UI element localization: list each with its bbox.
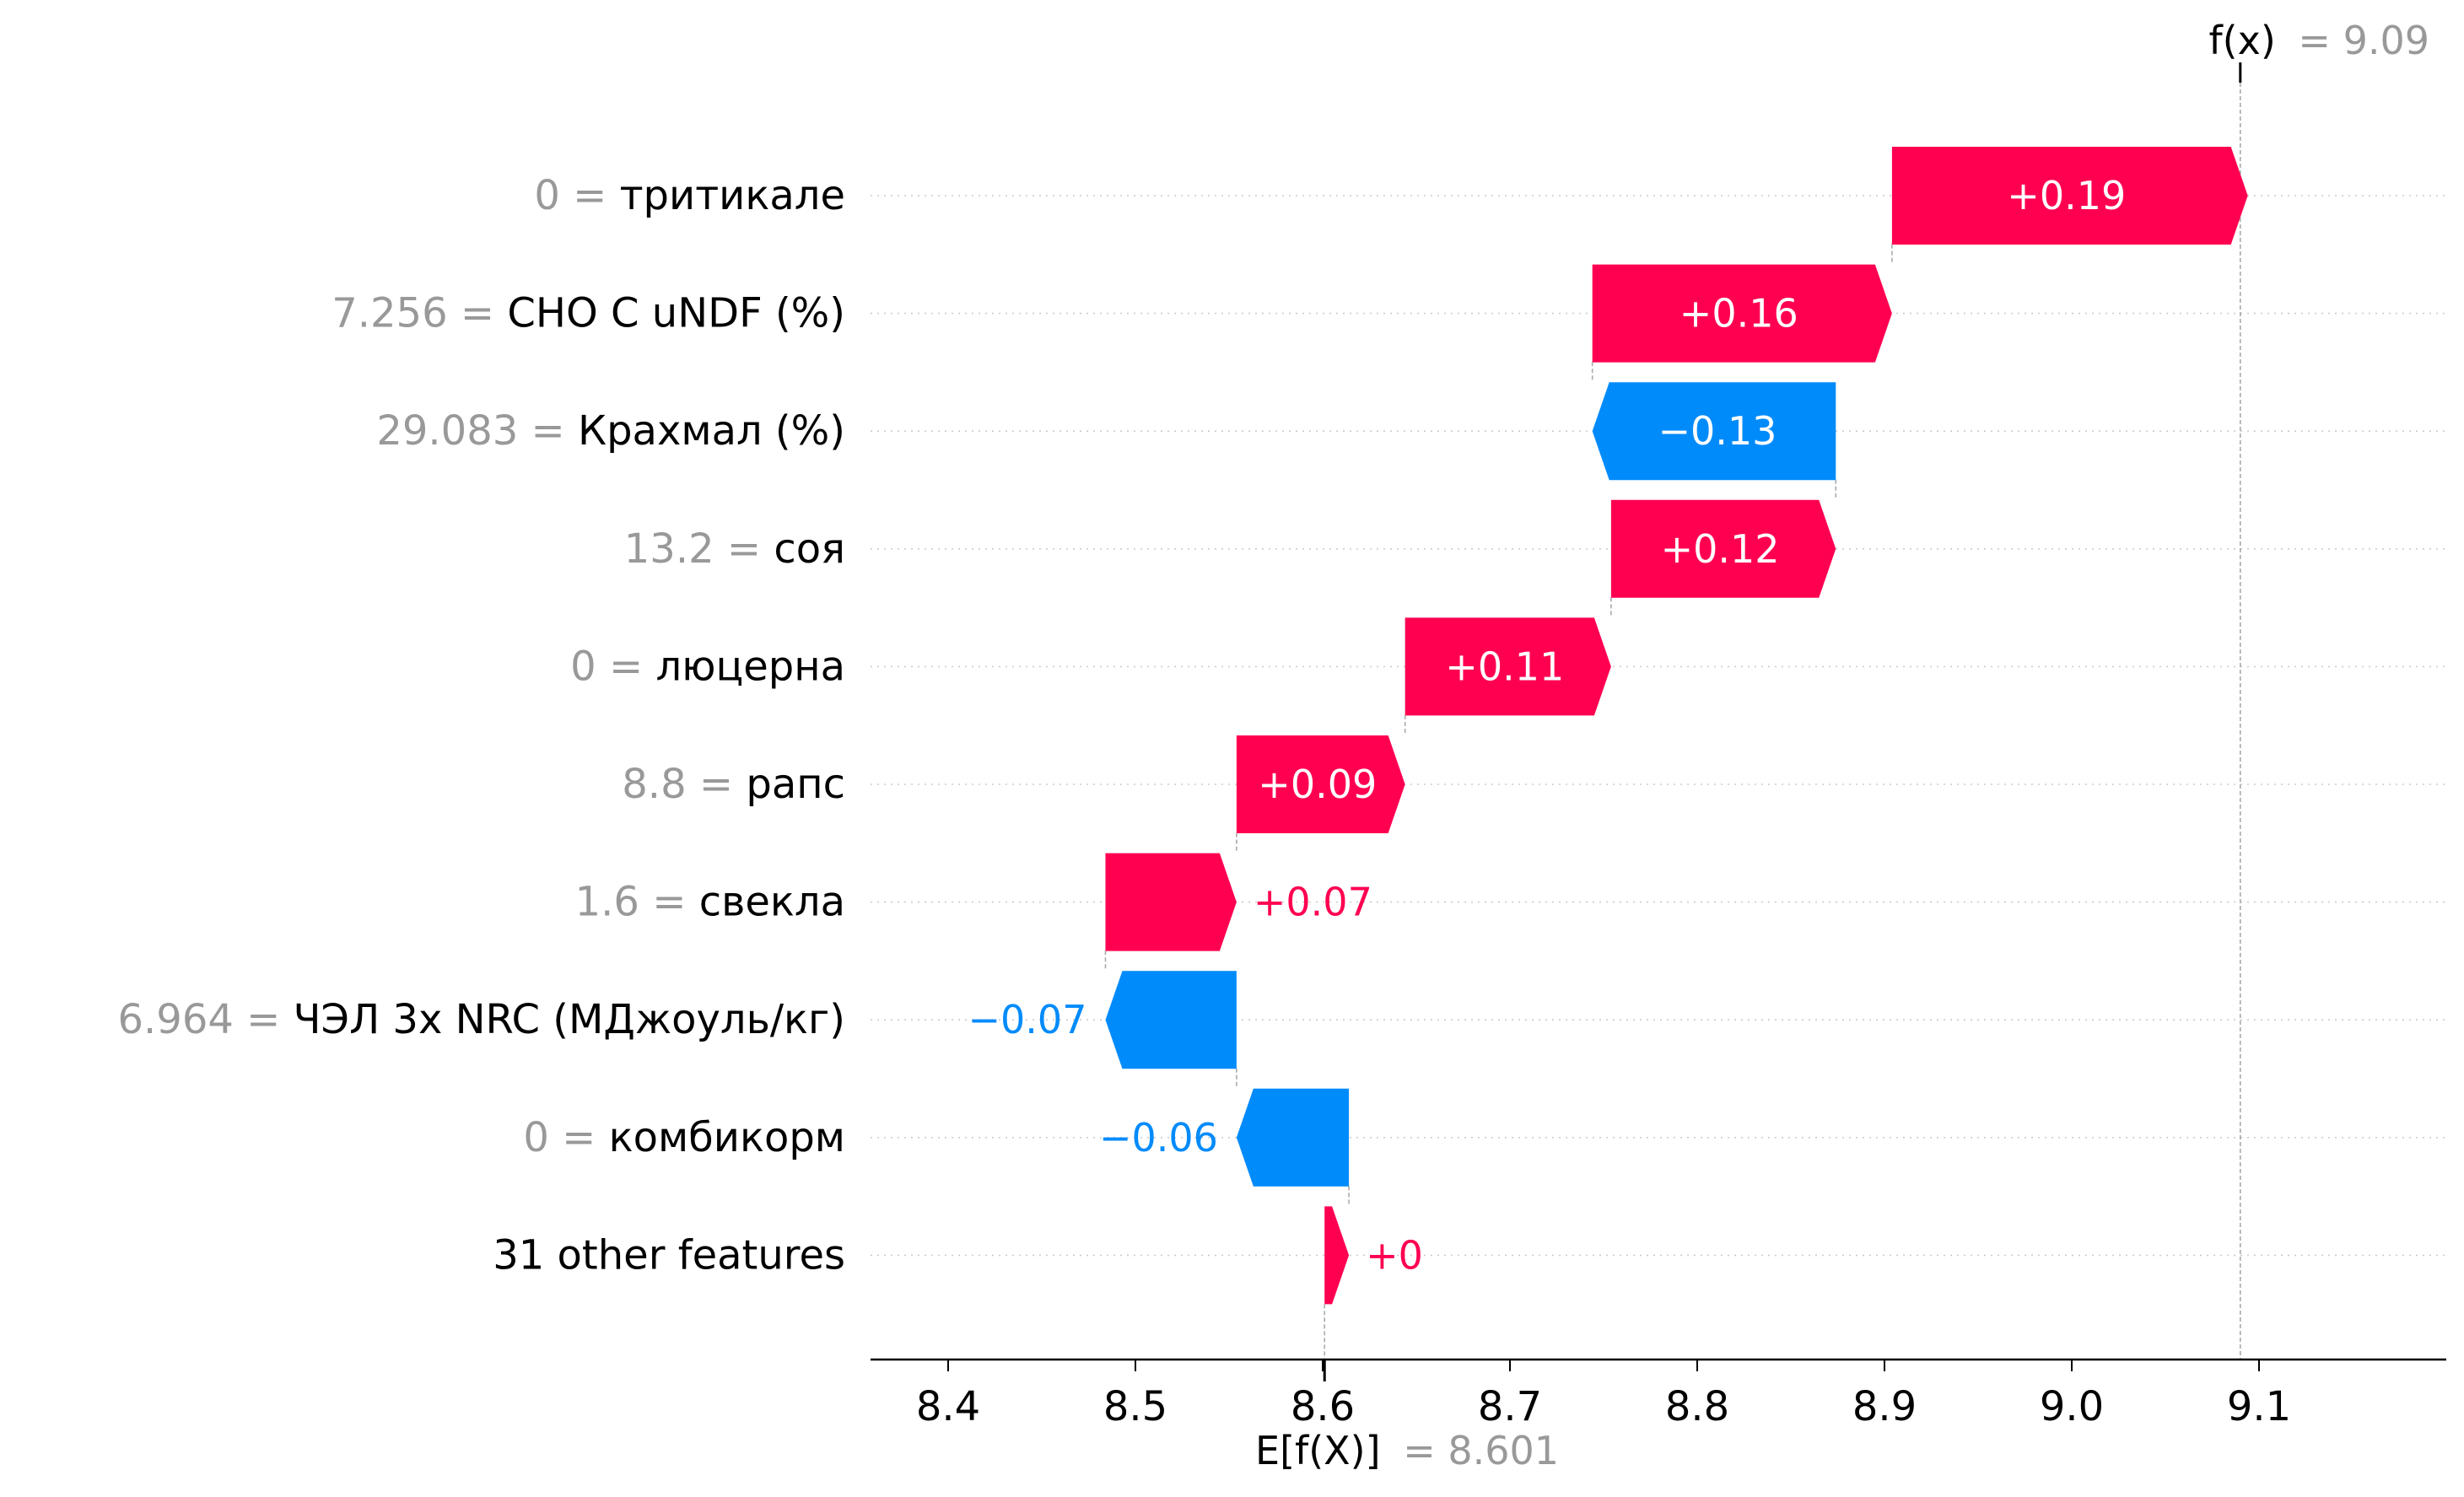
- contribution-label: +0.16: [1680, 291, 1798, 337]
- positive-contribution-bar: [1236, 735, 1405, 833]
- feature-labels: 0 = тритикале +0.19 7.256 = CHO C uNDF (%)…: [117, 172, 2126, 1279]
- base-value-label: E[f(X)] = 8.601: [1255, 1428, 1559, 1473]
- positive-contribution-bar: [1592, 264, 1892, 363]
- output-value-label: f(x) = 9.09: [2208, 18, 2429, 63]
- feature-label: 1.6 = свекла: [575, 879, 845, 926]
- feature-label: 29.083 = Крахмал (%): [376, 407, 845, 455]
- feature-name: Крахмал (%): [578, 407, 845, 455]
- waterfall-bars: [1105, 147, 2248, 1305]
- feature-label: 0 = тритикале: [534, 172, 845, 219]
- feature-label: 0 = комбикорм: [523, 1114, 845, 1161]
- feature-name: комбикорм: [609, 1114, 845, 1161]
- positive-contribution-bar: [1405, 617, 1611, 716]
- feature-value: 0 =: [534, 172, 619, 219]
- feature-name: соя: [774, 525, 845, 573]
- feature-value: 6.964 =: [117, 996, 293, 1043]
- feature-label: 31 other features: [493, 1231, 845, 1279]
- output-value-annotation: f(x) = 9.09: [2208, 18, 2429, 83]
- x-tick-label: 9.1: [2227, 1383, 2291, 1430]
- x-tick-label: 8.9: [1852, 1383, 1917, 1430]
- feature-label: 0 = люцерна: [570, 643, 845, 690]
- x-axis: 8.4 8.5 8.6 8.7 8.8 8.9 9.0 9.1: [871, 1358, 2446, 1430]
- feature-name: ЧЭЛ 3x NRC (МДжоуль/кг): [294, 996, 845, 1043]
- contribution-label: +0.11: [1445, 643, 1564, 689]
- contribution-label: +0.09: [1258, 762, 1377, 807]
- negative-contribution-bar: [1105, 971, 1237, 1069]
- feature-value: 0 =: [523, 1114, 608, 1161]
- feature-label: 8.8 = рапс: [622, 761, 845, 808]
- contribution-label: −0.13: [1658, 408, 1777, 454]
- x-tick-label: 9.0: [2040, 1383, 2104, 1430]
- positive-contribution-bar: [1610, 499, 1836, 598]
- positive-contribution-bar: [1324, 1206, 1350, 1305]
- feature-name: 31 other features: [493, 1231, 845, 1279]
- feature-value: 0 =: [570, 643, 655, 690]
- feature-name: тритикале: [620, 172, 845, 219]
- feature-name: свекла: [699, 879, 845, 926]
- feature-value: 8.8 =: [622, 761, 746, 808]
- x-tick-label: 8.4: [916, 1383, 980, 1430]
- contribution-label: +0.07: [1254, 880, 1372, 925]
- contribution-label: +0: [1366, 1232, 1423, 1278]
- feature-label: 7.256 = CHO C uNDF (%): [332, 290, 845, 337]
- x-tick-label: 8.7: [1478, 1383, 1542, 1430]
- feature-value: 1.6 =: [575, 879, 699, 926]
- negative-contribution-bar: [1592, 382, 1836, 481]
- feature-value: 7.256 =: [332, 290, 507, 337]
- feature-label: 6.964 = ЧЭЛ 3x NRC (МДжоуль/кг): [117, 996, 845, 1043]
- feature-value: 13.2 =: [624, 525, 774, 573]
- base-value-annotation: E[f(X)] = 8.601: [1255, 1360, 1559, 1473]
- positive-contribution-bar: [1105, 853, 1237, 951]
- x-tick-label: 8.6: [1291, 1383, 1355, 1430]
- feature-value: 29.083 =: [376, 407, 578, 455]
- contribution-label: +0.19: [2007, 173, 2126, 218]
- feature-name: CHO C uNDF (%): [507, 290, 845, 337]
- contribution-label: +0.12: [1661, 526, 1780, 572]
- feature-name: рапс: [746, 761, 845, 808]
- feature-name: люцерна: [655, 643, 845, 690]
- connector-lines: [1104, 83, 2241, 1360]
- x-tick-label: 8.5: [1103, 1383, 1167, 1430]
- positive-contribution-bar: [1891, 147, 2248, 245]
- contribution-label: −0.06: [1099, 1115, 1218, 1160]
- negative-contribution-bar: [1236, 1088, 1350, 1187]
- contribution-label: −0.07: [968, 997, 1087, 1042]
- feature-label: 13.2 = соя: [624, 525, 845, 573]
- x-tick-label: 8.8: [1665, 1383, 1729, 1430]
